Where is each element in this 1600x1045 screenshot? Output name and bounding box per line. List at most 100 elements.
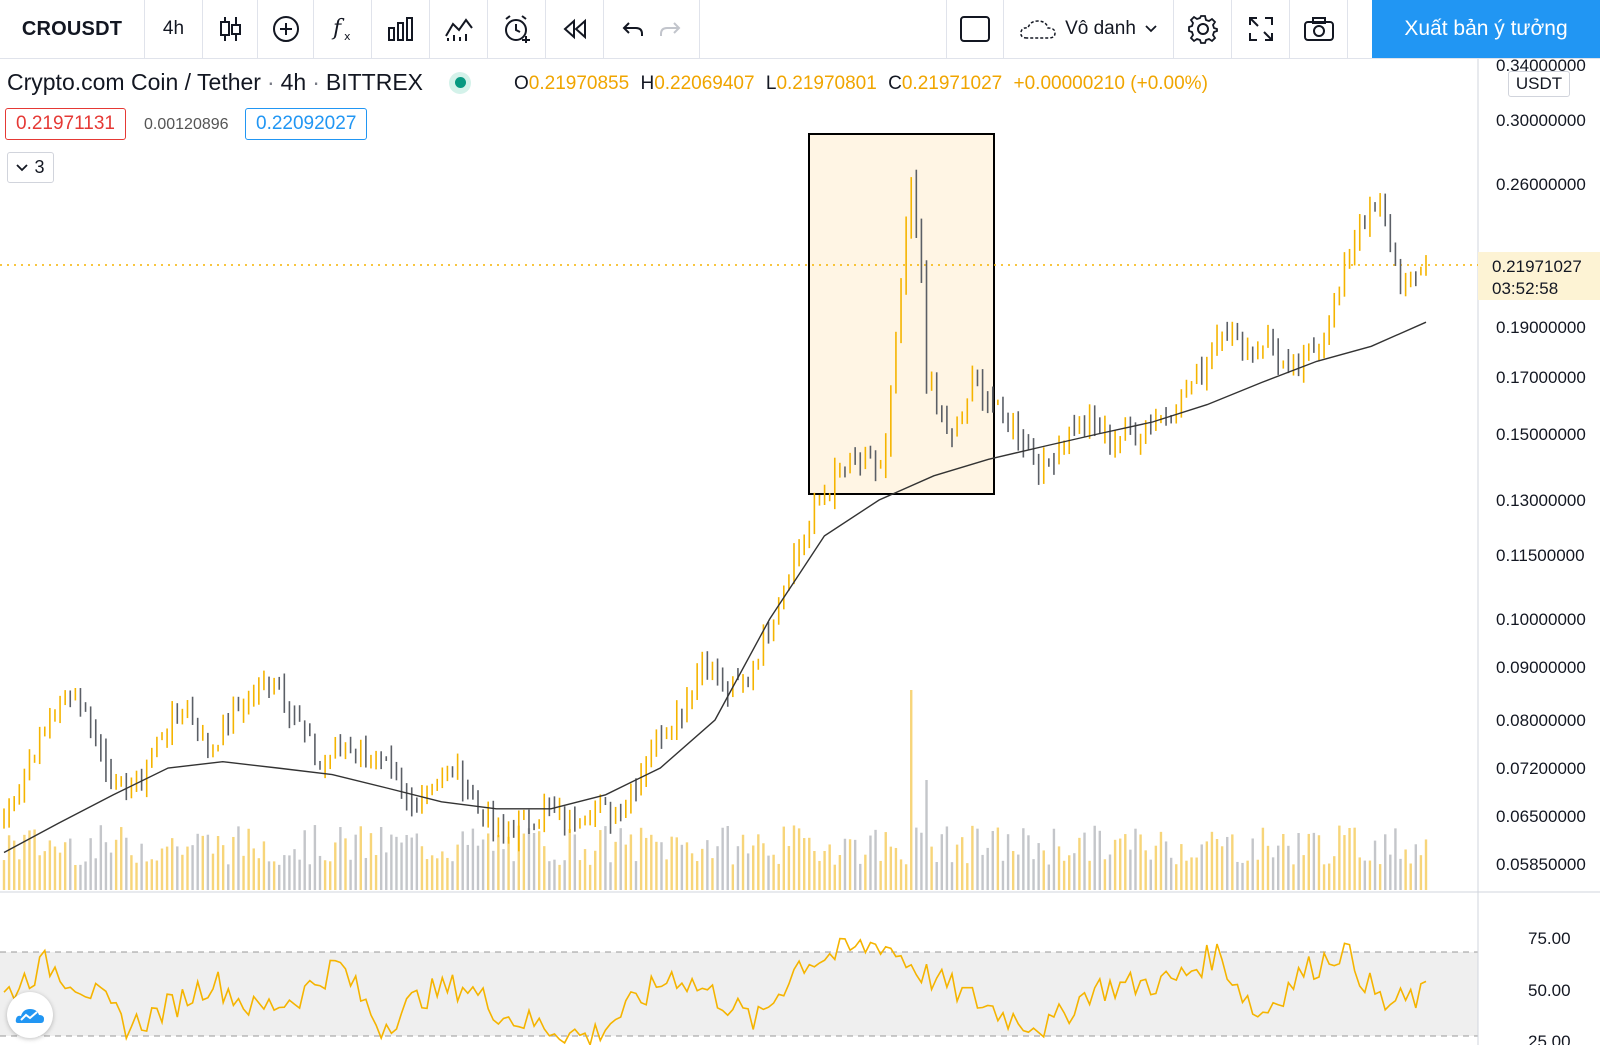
bar-countdown: 03:52:58 xyxy=(1492,279,1559,298)
price-tick-label: 0.09000000 xyxy=(1496,658,1586,677)
volume-bar xyxy=(981,854,984,890)
volume-bar xyxy=(359,826,362,890)
volume-bar xyxy=(1394,828,1397,890)
currency-label[interactable]: USDT xyxy=(1508,71,1570,97)
volume-bar xyxy=(252,848,255,890)
templates-icon[interactable] xyxy=(372,0,430,58)
volume-bar xyxy=(1317,835,1321,890)
volume-bar xyxy=(74,864,77,890)
spread-value: 0.00120896 xyxy=(144,116,229,133)
redo-icon[interactable] xyxy=(659,19,681,39)
volume-bar xyxy=(894,847,898,890)
volume-bar xyxy=(731,864,735,890)
volume-bar xyxy=(787,845,791,890)
volume-bar xyxy=(140,843,143,890)
volume-bar xyxy=(481,839,485,890)
fullscreen-square-icon[interactable] xyxy=(946,0,1004,58)
volume-bar xyxy=(1113,839,1117,890)
volume-bar xyxy=(237,826,240,890)
high-value: 0.22069407 xyxy=(654,73,755,94)
svg-text:x: x xyxy=(344,30,351,43)
candle-style-icon[interactable] xyxy=(203,0,258,58)
volume-bar xyxy=(1266,845,1270,890)
replay-icon[interactable] xyxy=(546,0,604,58)
volume-bar xyxy=(33,829,36,890)
publish-idea-button[interactable]: Xuất bản ý tưởng xyxy=(1372,0,1600,58)
volume-bar xyxy=(808,837,811,890)
chart-area[interactable]: 0.340000000.300000000.260000000.19000000… xyxy=(0,59,1600,1045)
volume-bar xyxy=(930,846,933,890)
volume-bar xyxy=(568,828,571,890)
volume-bar xyxy=(120,827,123,890)
volume-bar xyxy=(578,860,582,890)
volume-bar xyxy=(1322,864,1326,890)
volume-bar xyxy=(18,859,21,890)
volume-bar xyxy=(527,828,531,890)
volume-bar xyxy=(1027,835,1030,890)
interval-button[interactable]: 4h xyxy=(145,0,203,58)
volume-bar xyxy=(201,835,204,890)
volume-bar xyxy=(762,843,765,890)
volume-bar xyxy=(53,846,57,890)
volume-bar xyxy=(293,849,296,890)
layout-name: Vô danh xyxy=(1065,18,1136,39)
volume-bar xyxy=(701,848,704,890)
alarm-clock-icon[interactable] xyxy=(488,0,546,58)
volume-bar xyxy=(1368,860,1372,890)
symbol-search-button[interactable]: CROUSDT xyxy=(0,0,145,58)
rsi-band xyxy=(0,952,1478,1036)
volume-bar xyxy=(859,863,862,890)
volume-bar xyxy=(1384,834,1387,890)
volume-bar xyxy=(186,846,189,890)
volume-bar xyxy=(884,832,887,890)
volume-bar xyxy=(690,853,694,890)
volume-bar xyxy=(1159,831,1163,890)
layout-name-button[interactable]: Vô danh xyxy=(1004,0,1174,58)
volume-bar xyxy=(1200,844,1203,890)
volume-bar xyxy=(624,844,628,890)
volume-bar xyxy=(145,861,148,890)
volume-bar xyxy=(767,855,770,890)
volume-bar xyxy=(604,826,607,890)
market-status-icon xyxy=(449,71,472,94)
volume-bar xyxy=(1022,828,1025,890)
last-price-value: 0.21971027 xyxy=(1492,257,1582,276)
volume-bar xyxy=(1180,844,1183,890)
volume-bar xyxy=(1052,828,1056,890)
volume-bar xyxy=(135,862,138,890)
volume-bar xyxy=(441,851,444,890)
undo-icon[interactable] xyxy=(622,19,644,39)
volume-bar xyxy=(1261,827,1265,890)
volume-bar xyxy=(58,852,62,890)
volume-bar xyxy=(889,846,893,890)
buy-price-button[interactable]: 0.22092027 xyxy=(245,108,368,140)
volume-bar xyxy=(1068,855,1071,890)
tradingview-logo-icon[interactable] xyxy=(7,992,53,1038)
price-tick-label: 0.30000000 xyxy=(1496,111,1586,130)
volume-bar xyxy=(925,780,928,890)
volume-bar xyxy=(1098,830,1102,890)
volume-bar xyxy=(267,861,271,890)
volume-bar xyxy=(563,860,566,890)
camera-snapshot-icon[interactable] xyxy=(1290,0,1348,58)
moving-average-line xyxy=(3,321,1427,854)
exchange-name: BITTREX xyxy=(325,69,424,95)
alert-chart-icon[interactable] xyxy=(430,0,488,58)
volume-bar xyxy=(1205,841,1209,890)
volume-bar xyxy=(935,862,938,890)
volume-bar xyxy=(1307,833,1310,890)
volume-bar xyxy=(532,833,536,890)
volume-bar xyxy=(537,831,541,890)
settings-gear-icon[interactable] xyxy=(1174,0,1232,58)
compare-add-icon[interactable] xyxy=(258,0,314,58)
fullscreen-icon[interactable] xyxy=(1232,0,1290,58)
volume-bar xyxy=(655,841,658,890)
sell-price-button[interactable]: 0.21971131 xyxy=(5,108,126,140)
volume-bar xyxy=(874,829,877,890)
volume-bar xyxy=(879,860,882,890)
volume-bar xyxy=(257,858,261,890)
indicators-toggle-button[interactable]: 3 xyxy=(7,152,54,183)
volume-bar xyxy=(1129,849,1132,890)
volume-bar xyxy=(736,846,740,890)
